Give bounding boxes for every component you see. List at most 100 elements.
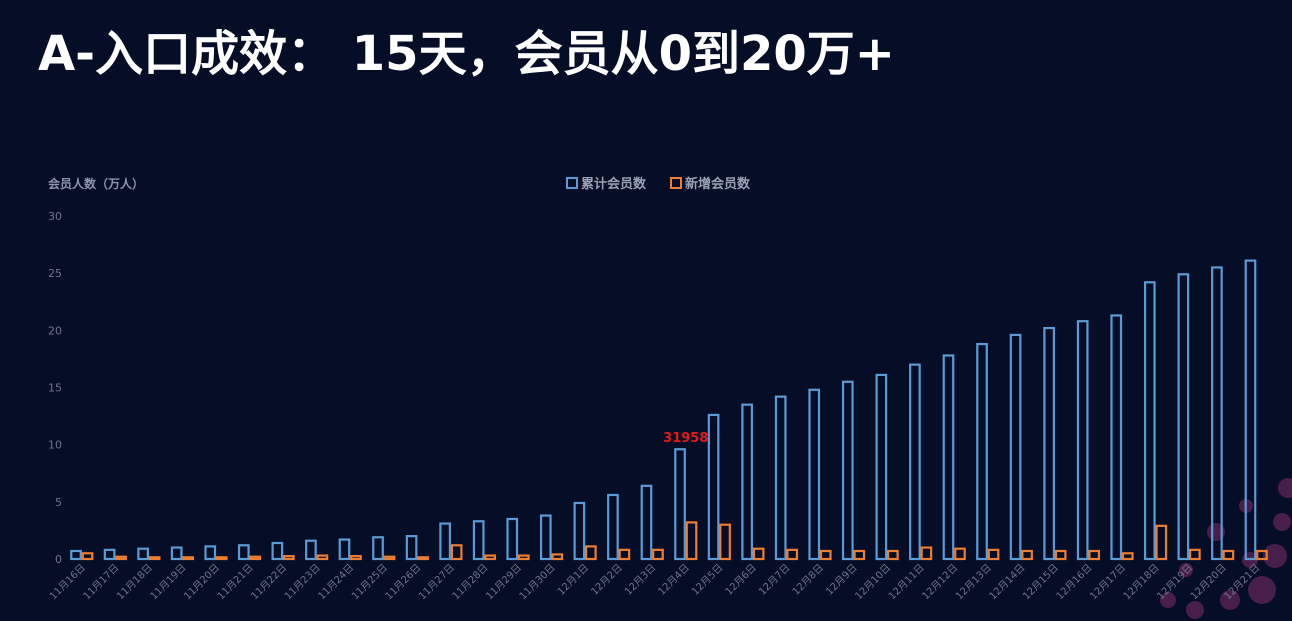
bar-new: [618, 548, 631, 561]
bar-new: [316, 554, 329, 561]
decor-dot: [1263, 544, 1287, 568]
decor-dot: [1160, 592, 1176, 608]
bar-new: [350, 555, 362, 561]
bar-new: [752, 547, 765, 561]
legend-label: 累计会员数: [581, 176, 647, 192]
x-tick-label: 12月10日: [853, 562, 894, 603]
x-tick-label: 11月25日: [349, 562, 390, 603]
bar-cumulative: [204, 545, 217, 561]
bar-new: [115, 555, 127, 561]
bar-cumulative: [70, 549, 82, 561]
x-tick-label: 11月20日: [181, 562, 222, 603]
bar-cumulative: [1143, 281, 1156, 561]
x-tick-label: 12月11日: [886, 562, 927, 603]
annotations: 31958: [663, 431, 708, 446]
bar-new: [148, 556, 161, 561]
x-tick-label: 12月4日: [656, 562, 692, 598]
x-tick-label: 12月13日: [953, 562, 994, 603]
x-tick-label: 11月17日: [81, 562, 122, 603]
x-tick-label: 12月8日: [790, 562, 826, 598]
x-tick-label: 11月24日: [316, 562, 357, 603]
bar-cumulative: [573, 501, 586, 561]
x-tick-label: 12月17日: [1087, 562, 1128, 603]
bar-new: [987, 548, 1000, 561]
x-tick-label: 12月14日: [987, 562, 1028, 603]
bar-cumulative: [976, 342, 988, 561]
y-tick-label: 20: [48, 324, 62, 337]
bar-cumulative: [674, 448, 686, 561]
y-tick-label: 10: [48, 439, 62, 452]
bar-cumulative: [1110, 314, 1123, 561]
bar-cumulative: [1076, 320, 1089, 561]
bar-cumulative: [640, 484, 653, 561]
y-tick-label: 25: [48, 267, 62, 280]
bar-cumulative: [1244, 259, 1257, 561]
bar-new: [1121, 552, 1134, 561]
bar-new: [786, 548, 799, 561]
x-tick-label: 12月16日: [1054, 562, 1095, 603]
legend-label: 新增会员数: [685, 176, 751, 192]
bar-new: [685, 521, 698, 561]
bar-cumulative: [405, 535, 418, 561]
bar-new: [1155, 524, 1168, 561]
bar-new: [719, 523, 731, 561]
bar-cumulative: [170, 546, 183, 561]
bar-new: [249, 555, 262, 561]
x-tick-label: 11月19日: [148, 562, 189, 603]
decorative-dots: [1160, 478, 1292, 619]
x-tick-label: 11月27日: [416, 562, 457, 603]
bar-cumulative: [472, 520, 485, 561]
bar-new: [215, 556, 228, 561]
bar-cumulative: [539, 514, 552, 561]
x-tick-label: 12月12日: [920, 562, 961, 603]
bar-new: [1021, 549, 1033, 561]
bar-new: [1088, 549, 1101, 561]
x-tick-label: 12月5日: [689, 562, 725, 598]
x-tick-label: 12月15日: [1020, 562, 1061, 603]
legend-swatch: [566, 177, 578, 189]
bar-cumulative: [607, 493, 619, 561]
bar-cumulative: [1009, 333, 1022, 561]
bar-new: [1189, 548, 1201, 561]
x-tick-label: 11月29日: [483, 562, 524, 603]
bar-cumulative: [271, 541, 284, 561]
bar-new: [484, 554, 497, 561]
bar-cumulative: [103, 548, 116, 561]
x-tick-label: 11月23日: [282, 562, 323, 603]
bar-cumulative: [707, 413, 720, 561]
bar-cumulative: [942, 354, 955, 561]
x-tick-label: 12月1日: [555, 562, 591, 598]
bar-cumulative: [305, 539, 317, 561]
bar-cumulative: [741, 403, 753, 561]
x-tick-label: 11月26日: [383, 562, 424, 603]
y-tick-label: 15: [48, 382, 62, 395]
bar-cumulative: [439, 522, 451, 561]
bar-cumulative: [774, 395, 787, 561]
decor-dot: [1248, 576, 1276, 604]
bar-new: [417, 556, 429, 561]
bar-new: [383, 555, 396, 561]
bar-new: [283, 555, 295, 561]
x-axis-ticks: 11月16日11月17日11月18日11月19日11月20日11月21日11月2…: [47, 562, 1262, 603]
x-tick-label: 11月28日: [450, 562, 491, 603]
bar-new: [450, 544, 463, 561]
x-tick-label: 11月21日: [215, 562, 256, 603]
bar-cumulative: [1211, 266, 1223, 561]
bar-new: [1054, 549, 1067, 561]
x-tick-label: 12月2日: [589, 562, 625, 598]
bar-cumulative: [1043, 326, 1055, 561]
bar-new: [652, 548, 664, 561]
bar-new: [920, 546, 933, 561]
y-tick-label: 0: [55, 553, 62, 566]
decor-dot: [1186, 601, 1204, 619]
decor-dot: [1220, 590, 1240, 610]
y-axis-label: 会员人数（万人）: [48, 176, 144, 191]
x-tick-label: 12月18日: [1121, 562, 1162, 603]
bar-new: [1222, 549, 1235, 561]
bar-new: [182, 556, 195, 561]
x-tick-label: 11月22日: [249, 562, 290, 603]
bar-cumulative: [137, 547, 149, 561]
y-tick-label: 30: [48, 210, 62, 223]
decor-dot: [1179, 563, 1193, 577]
